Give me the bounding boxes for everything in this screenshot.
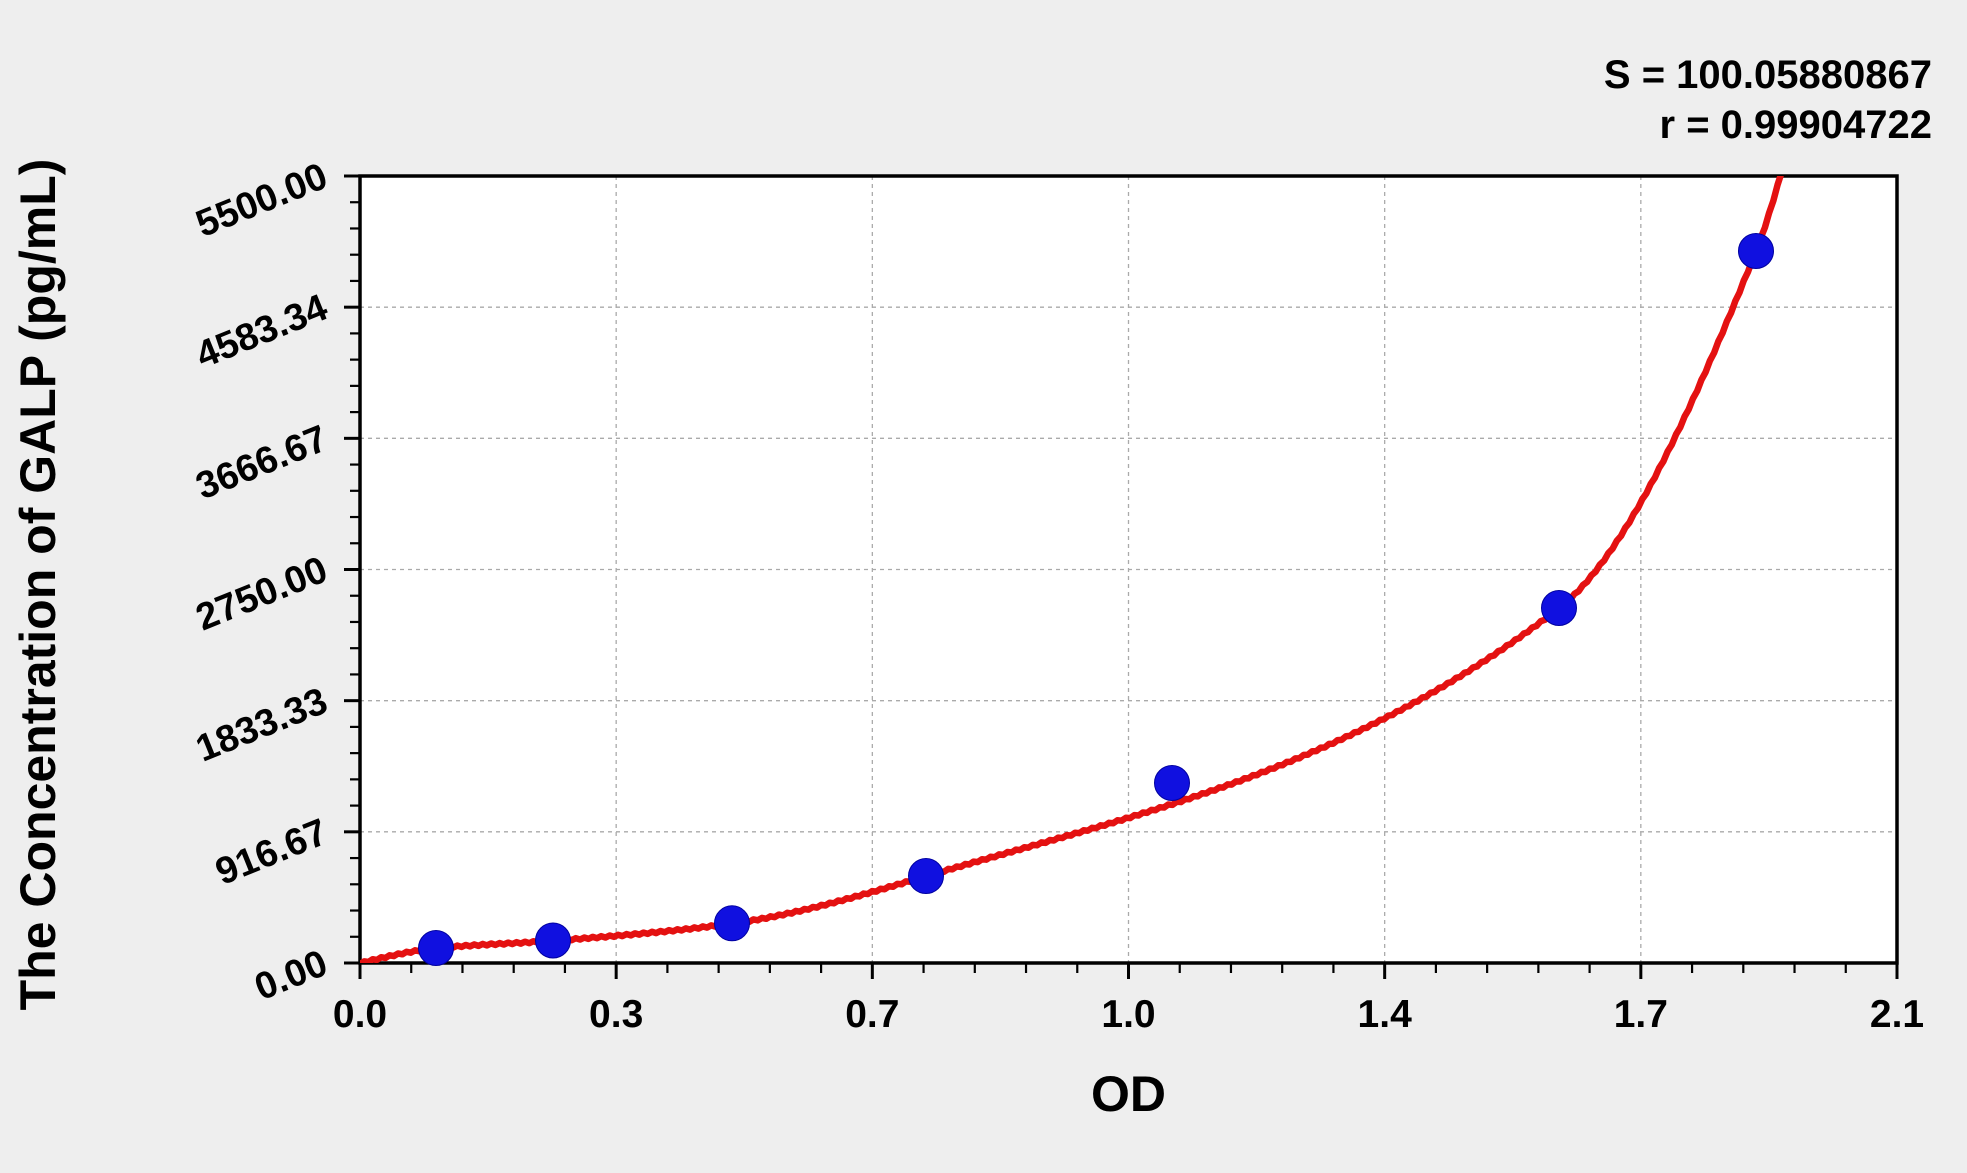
svg-text:4583.34: 4583.34 <box>190 287 333 377</box>
svg-text:r = 0.99904722: r = 0.99904722 <box>1660 103 1932 147</box>
svg-text:1.0: 1.0 <box>1101 993 1155 1036</box>
svg-text:2.1: 2.1 <box>1870 993 1924 1036</box>
svg-text:OD: OD <box>1091 1066 1166 1122</box>
svg-text:0.7: 0.7 <box>845 993 899 1036</box>
svg-text:S = 100.05880867: S = 100.05880867 <box>1604 53 1932 97</box>
svg-text:1.4: 1.4 <box>1358 993 1413 1036</box>
svg-text:916.67: 916.67 <box>210 811 334 893</box>
svg-text:1833.33: 1833.33 <box>190 680 333 770</box>
svg-text:0.0: 0.0 <box>333 993 387 1036</box>
svg-text:3666.67: 3666.67 <box>190 418 333 508</box>
svg-text:0.3: 0.3 <box>589 993 643 1036</box>
svg-text:2750.00: 2750.00 <box>190 549 333 639</box>
svg-text:The Concentration of GALP (pg/: The Concentration of GALP (pg/mL) <box>10 159 66 1011</box>
svg-text:5500.00: 5500.00 <box>190 155 333 245</box>
svg-text:0.00: 0.00 <box>249 942 333 1009</box>
svg-text:1.7: 1.7 <box>1614 993 1668 1036</box>
